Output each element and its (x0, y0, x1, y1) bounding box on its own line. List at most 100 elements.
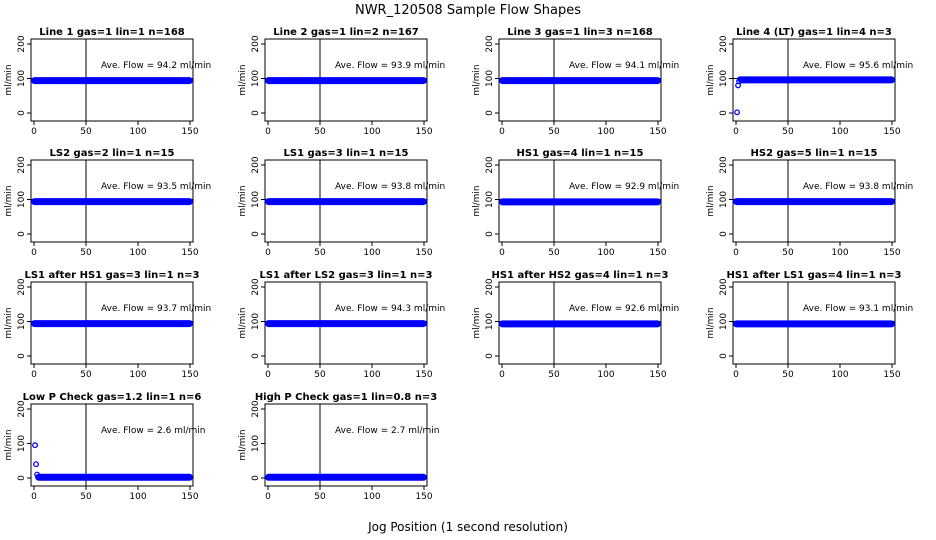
x-tick-label: 50 (314, 127, 326, 137)
y-tick-label: 200 (251, 400, 261, 417)
x-tick-label: 150 (181, 248, 198, 258)
panel-title: Line 1 gas=1 lin=1 n=168 (39, 27, 185, 38)
average-flow-annotation: Ave. Flow = 2.7 ml/min (335, 426, 439, 436)
y-tick-label: 0 (719, 231, 729, 237)
panel-title: HS1 after LS1 gas=4 lin=1 n=3 (726, 270, 901, 281)
panel-6: LS1 gas=3 lin=1 n=15 0 50 100 150 0 100 200 ml/m… (238, 148, 445, 258)
panels: Line 1 gas=1 lin=1 n=168 0 50 100 150 0 100 200… (4, 27, 913, 502)
panel-title: HS1 gas=4 lin=1 n=15 (517, 148, 644, 159)
panel-5: LS2 gas=2 lin=1 n=15 0 50 100 150 0 100 200 ml/m… (4, 148, 211, 258)
panel-title: LS1 after HS1 gas=3 lin=1 n=3 (24, 270, 199, 281)
panel-13: Low P Check gas=1.2 lin=1 n=6 0 50 100 150 0 1… (4, 392, 205, 502)
plot-frame (30, 38, 194, 122)
data-series-band (265, 77, 427, 85)
data-series-band (35, 473, 193, 481)
y-axis-label: ml/min (706, 307, 716, 338)
panel-7: HS1 gas=4 lin=1 n=15 0 50 100 150 0 100 200 ml/m… (472, 148, 679, 258)
data-series-band (31, 77, 193, 85)
y-tick-label: 100 (719, 191, 729, 208)
x-tick-label: 50 (314, 492, 326, 502)
y-axis-label: ml/min (4, 185, 14, 216)
panel-title: LS1 after LS2 gas=3 lin=1 n=3 (259, 270, 432, 281)
y-tick-label: 0 (485, 110, 495, 116)
y-tick-label: 100 (485, 191, 495, 208)
y-tick-label: 200 (17, 400, 27, 417)
x-tick-label: 0 (265, 492, 271, 502)
data-series-band (265, 320, 427, 328)
panel-8: HS2 gas=5 lin=1 n=15 0 50 100 150 0 100 200 ml/m… (706, 148, 913, 258)
x-tick-label: 150 (883, 370, 900, 380)
x-tick-label: 100 (597, 248, 614, 258)
y-tick-label: 100 (251, 191, 261, 208)
x-tick-label: 100 (129, 127, 146, 137)
panel-10: LS1 after LS2 gas=3 lin=1 n=3 0 50 100 150 0 1… (238, 270, 445, 380)
x-tick-label: 50 (80, 492, 92, 502)
y-tick-label: 0 (485, 353, 495, 359)
y-tick-label: 0 (17, 110, 27, 116)
y-tick-label: 100 (485, 70, 495, 87)
x-tick-label: 100 (129, 248, 146, 258)
y-tick-label: 100 (17, 70, 27, 87)
y-axis-label: ml/min (472, 307, 482, 338)
average-flow-annotation: Ave. Flow = 93.7 ml/min (101, 304, 211, 314)
x-tick-label: 50 (782, 248, 794, 258)
x-tick-label: 100 (831, 127, 848, 137)
x-tick-label: 0 (31, 370, 37, 380)
y-tick-label: 0 (251, 231, 261, 237)
average-flow-annotation: Ave. Flow = 94.1 ml/min (569, 61, 679, 71)
y-tick-label: 200 (485, 278, 495, 295)
y-tick-label: 100 (17, 435, 27, 452)
average-flow-annotation: Ave. Flow = 2.6 ml/min (101, 426, 205, 436)
x-axis-label: Jog Position (1 second resolution) (367, 520, 568, 534)
y-axis-label: ml/min (4, 64, 14, 95)
average-flow-annotation: Ave. Flow = 92.9 ml/min (569, 182, 679, 192)
y-tick-label: 0 (251, 110, 261, 116)
data-series-band (31, 320, 193, 328)
x-tick-label: 0 (31, 127, 37, 137)
y-axis-label: ml/min (238, 429, 248, 460)
x-tick-label: 0 (31, 248, 37, 258)
y-tick-label: 100 (251, 70, 261, 87)
figure-title: NWR_120508 Sample Flow Shapes (355, 3, 581, 18)
x-tick-label: 0 (499, 248, 505, 258)
y-tick-label: 0 (719, 110, 729, 116)
average-flow-annotation: Ave. Flow = 94.3 ml/min (335, 304, 445, 314)
panel-title: LS2 gas=2 lin=1 n=15 (50, 148, 175, 159)
y-axis-label: ml/min (238, 185, 248, 216)
x-tick-label: 100 (597, 370, 614, 380)
x-tick-label: 150 (415, 248, 432, 258)
plot-frame (30, 403, 194, 487)
x-tick-label: 100 (597, 127, 614, 137)
x-tick-label: 150 (181, 492, 198, 502)
plot-frame (264, 403, 428, 487)
y-tick-label: 200 (17, 35, 27, 52)
x-tick-label: 50 (80, 248, 92, 258)
panel-title: High P Check gas=1 lin=0.8 n=3 (255, 392, 437, 403)
x-tick-label: 50 (314, 370, 326, 380)
data-series-band (499, 320, 661, 328)
y-tick-label: 0 (17, 231, 27, 237)
x-tick-label: 0 (733, 248, 739, 258)
panel-title: Line 3 gas=1 lin=3 n=168 (507, 27, 653, 38)
data-series-band (31, 198, 193, 206)
plot-frame (498, 159, 662, 243)
x-tick-label: 50 (548, 127, 560, 137)
y-tick-label: 100 (251, 435, 261, 452)
y-axis-label: ml/min (238, 64, 248, 95)
plot-frame (264, 38, 428, 122)
plot-frame (732, 38, 896, 122)
x-tick-label: 0 (733, 127, 739, 137)
average-flow-annotation: Ave. Flow = 92.6 ml/min (569, 304, 679, 314)
panel-title: Line 2 gas=1 lin=2 n=167 (273, 27, 419, 38)
plot-frame (732, 281, 896, 365)
plot-frame (732, 159, 896, 243)
plot-frame (264, 159, 428, 243)
x-tick-label: 0 (499, 127, 505, 137)
y-axis-label: ml/min (472, 64, 482, 95)
x-tick-label: 0 (265, 370, 271, 380)
y-tick-label: 100 (251, 313, 261, 330)
x-tick-label: 50 (548, 248, 560, 258)
x-tick-label: 150 (883, 248, 900, 258)
x-tick-label: 100 (831, 248, 848, 258)
y-tick-label: 200 (17, 278, 27, 295)
